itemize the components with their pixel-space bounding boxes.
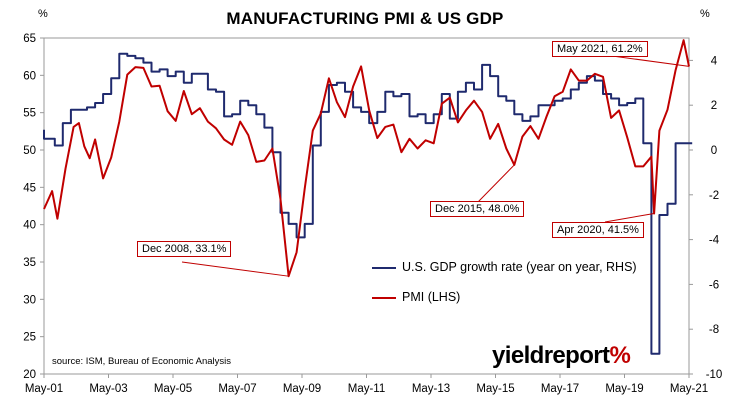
yieldreport-logo: yieldreport%	[492, 342, 631, 370]
annotation-apr-2020: Apr 2020, 41.5%	[552, 222, 644, 238]
left-tick-label: 40	[23, 220, 36, 232]
annotation-dec-2008: Dec 2008, 33.1%	[137, 241, 232, 257]
left-tick-label: 30	[23, 294, 36, 306]
x-axis: May-01 May-03 May-05 May-07 May-09 May-11 May-…	[25, 374, 708, 395]
x-tick-label: May-13	[412, 383, 450, 395]
legend-swatch-pmi	[372, 296, 396, 299]
right-tick-label: -4	[709, 235, 720, 247]
left-tick-label: 35	[23, 257, 36, 269]
left-tick-label: 50	[23, 145, 36, 157]
x-tick-label: May-03	[89, 383, 127, 395]
series-layer	[43, 39, 693, 355]
legend-label-gdp: U.S. GDP growth rate (year on year, RHS)	[402, 260, 637, 274]
annotation-dec-2015: Dec 2015, 48.0%	[430, 201, 525, 217]
right-tick-label: 4	[711, 55, 718, 67]
left-tick-label: 60	[23, 70, 36, 82]
callout-line	[181, 261, 289, 277]
right-tick-label: -10	[706, 369, 723, 381]
logo-text: yieldreport	[492, 342, 610, 369]
x-tick-label: May-15	[476, 383, 514, 395]
legend-item-gdp: U.S. GDP growth rate (year on year, RHS)	[372, 260, 637, 274]
gdp-series-line	[43, 52, 693, 355]
legend-label-pmi: PMI (LHS)	[402, 290, 461, 304]
x-tick-label: May-07	[218, 383, 256, 395]
callout-line	[604, 212, 655, 223]
left-tick-label: 65	[23, 33, 36, 45]
annotation-may-2021: May 2021, 61.2%	[552, 41, 648, 57]
x-tick-label: May-19	[605, 383, 643, 395]
left-tick-label: 25	[23, 332, 36, 344]
legend-swatch-gdp	[372, 266, 396, 269]
x-tick-label: May-11	[348, 383, 386, 395]
callout-line	[477, 164, 515, 203]
x-tick-label: May-09	[283, 383, 321, 395]
logo-percent: %	[609, 342, 631, 369]
left-axis: 20 25 30 35 40 45 50 55 60 65	[23, 33, 44, 381]
left-tick-label: 20	[23, 369, 36, 381]
right-tick-label: 0	[711, 145, 717, 157]
source-note: source: ISM, Bureau of Economic Analysis	[52, 356, 231, 367]
right-tick-label: -2	[709, 190, 719, 202]
left-tick-label: 55	[23, 108, 36, 120]
right-tick-label: -6	[709, 279, 719, 291]
plot-frame	[43, 37, 690, 375]
left-tick-label: 45	[23, 182, 36, 194]
chart-title: MANUFACTURING PMI & US GDP	[226, 9, 504, 28]
x-tick-label: May-01	[25, 383, 63, 395]
right-axis-unit: %	[700, 8, 710, 20]
right-tick-label: -8	[709, 324, 719, 336]
legend-item-pmi: PMI (LHS)	[372, 290, 460, 304]
right-axis: -10 -8 -6 -4 -2 0 2 4	[689, 55, 722, 381]
pmi-series-line	[43, 39, 690, 278]
x-tick-label: May-17	[541, 383, 579, 395]
x-tick-label: May-21	[670, 383, 708, 395]
left-axis-unit: %	[38, 8, 48, 20]
x-tick-label: May-05	[154, 383, 192, 395]
callout-lines	[181, 54, 690, 277]
right-tick-label: 2	[711, 100, 717, 112]
